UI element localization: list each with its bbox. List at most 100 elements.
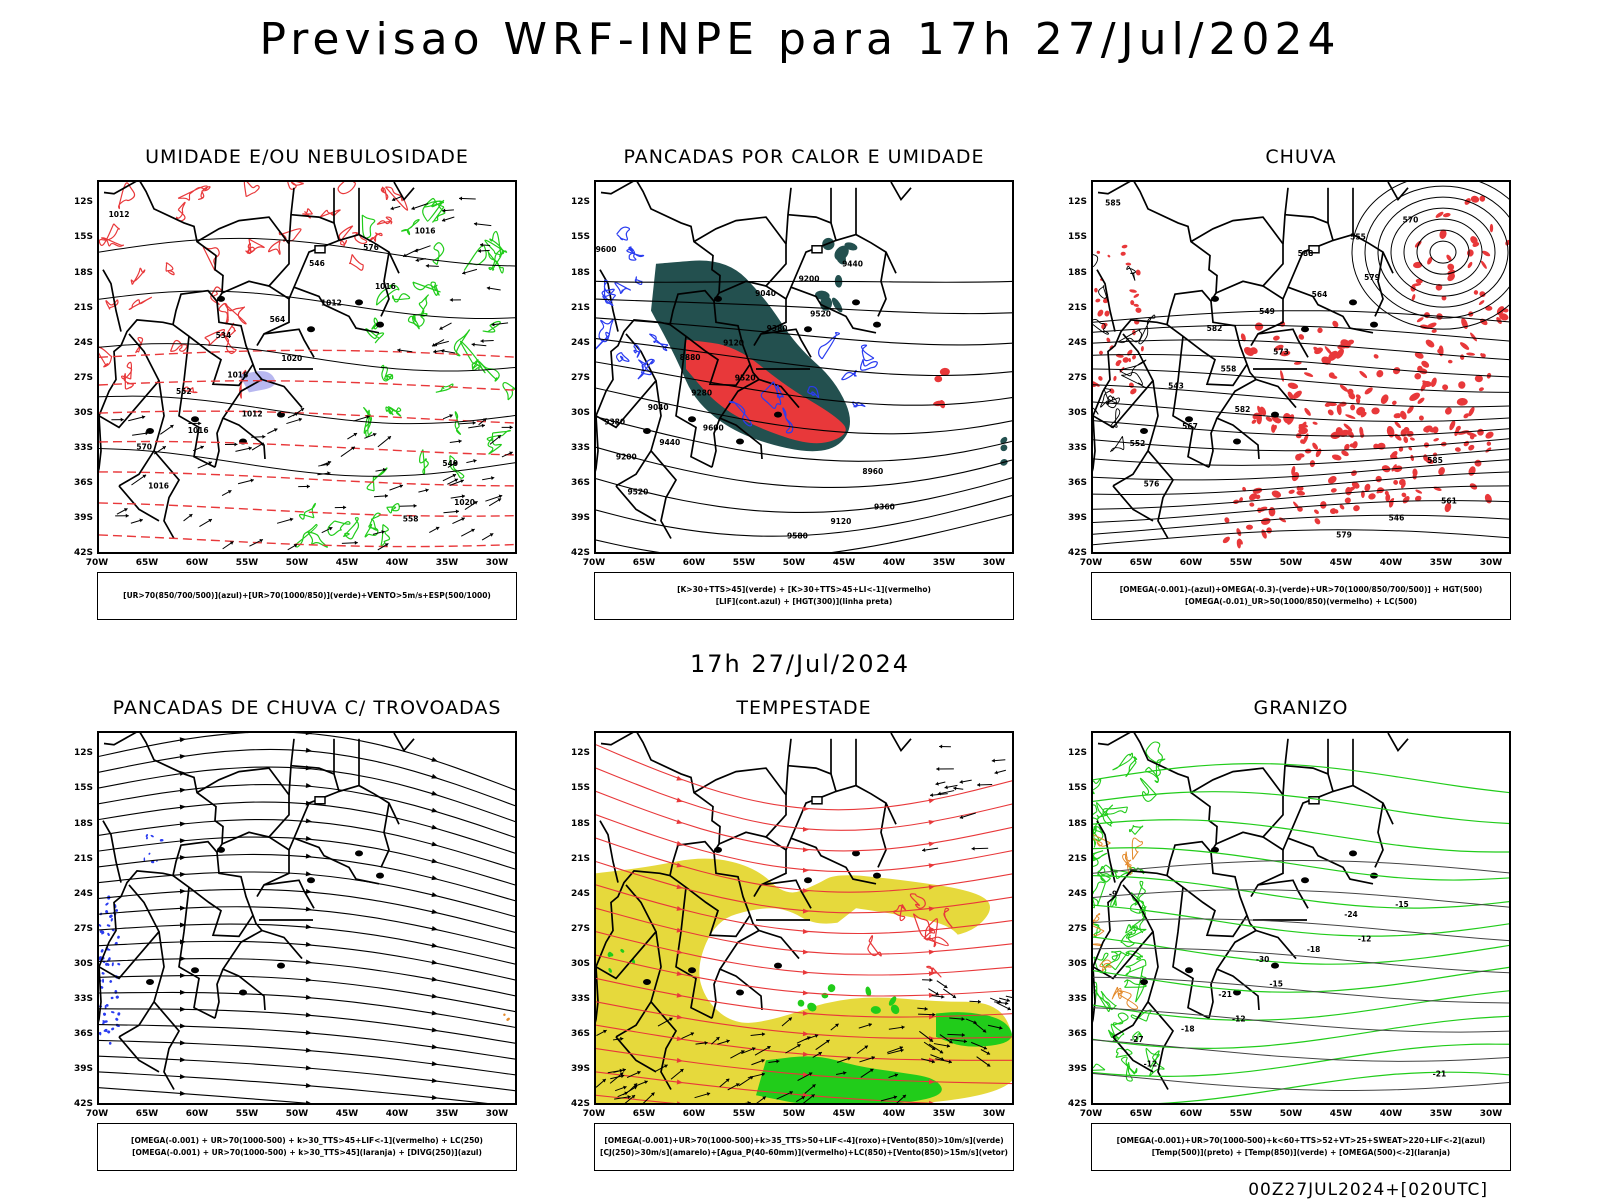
divergence-marker: [111, 962, 114, 967]
water-contour: [912, 913, 936, 938]
map-canvas: -9 -12 -12 -12 -15 -15 -18 -18 -21 -21 -24 -27 -30: [1093, 733, 1509, 1103]
border-line: [172, 323, 254, 387]
border-line: [596, 884, 658, 980]
lon-tick-label: 45W: [1329, 558, 1353, 568]
border-line: [338, 233, 400, 274]
wind-vector: [468, 423, 486, 429]
lat-tick-label: 12S: [73, 748, 93, 759]
rain-area: [1238, 538, 1243, 545]
humidity-green-contour: [422, 197, 445, 222]
lon-tick-label: 50W: [782, 1109, 806, 1119]
lake-marker: [852, 299, 860, 306]
wind-vector: [471, 342, 487, 347]
border-line: [1332, 233, 1394, 274]
pressure-contour: [99, 343, 515, 372]
rain-area: [1442, 384, 1449, 391]
rain-area: [1104, 310, 1110, 317]
hgt500-contour: [1110, 408, 1121, 429]
temp850-contour: [1093, 936, 1509, 965]
thickness-contour: [99, 379, 515, 391]
border-line: [1255, 378, 1297, 409]
hgt500-contour: [1098, 285, 1109, 302]
lon-tick-label: 35W: [435, 1109, 459, 1119]
stream-arrow: [179, 1057, 186, 1063]
wind-vector: [128, 415, 146, 422]
wind-vector: [681, 1032, 695, 1040]
lon-tick-label: 55W: [235, 1109, 259, 1119]
panel-title: PANCADAS POR CALOR E UMIDADE: [623, 146, 985, 168]
border-line: [1112, 380, 1159, 487]
hgt500-contour: [1093, 310, 1509, 323]
contour-label: 9360: [874, 502, 895, 511]
rain-area: [1129, 289, 1137, 293]
lat-tick-label: 36S: [73, 477, 93, 488]
stream-arrow: [676, 840, 683, 846]
stream-arrow: [928, 928, 935, 933]
humidity-red-contour: [243, 182, 260, 198]
rain-area: [1330, 488, 1337, 493]
wind-vector: [458, 420, 476, 425]
streamline-850: [596, 1001, 1012, 1039]
stream-arrow: [431, 1010, 438, 1016]
wind-vector: [440, 349, 456, 354]
stream-arrow: [305, 977, 312, 983]
rain-area: [1312, 421, 1318, 425]
wind-vector: [860, 1068, 874, 1078]
cyclone-contour: [1429, 240, 1457, 264]
rain-area: [1466, 249, 1474, 257]
wind-vector: [183, 513, 193, 522]
lon-tick-label: 50W: [782, 558, 806, 568]
rain-area: [1287, 391, 1294, 400]
border-line: [1190, 767, 1284, 898]
border-line: [1172, 336, 1210, 468]
contour-label: 1016: [415, 226, 436, 235]
stream-arrow: [802, 1051, 809, 1057]
temp850-contour: [1148, 1050, 1165, 1077]
rain-area: [1459, 342, 1470, 350]
rain-area: [1376, 370, 1384, 378]
panel-title: GRANIZO: [1253, 697, 1349, 719]
contour-label: 9520: [735, 374, 756, 383]
lat-tick-label: 33S: [570, 993, 590, 1004]
legend-line: [OMEGA(-0.001)-(azul)+OMEGA(-0.3)-(verde…: [1119, 585, 1483, 594]
border-line: [288, 213, 341, 300]
lif-contour: [614, 282, 631, 295]
border-line: [599, 269, 619, 332]
border-line: [711, 417, 721, 468]
temp500-contour: [1093, 1007, 1509, 1033]
lon-tick-label: 70W: [85, 1109, 109, 1119]
wind-vector: [768, 1059, 780, 1064]
rain-area: [1386, 425, 1395, 438]
wind-vector: [115, 513, 129, 518]
map-canvas: [99, 733, 515, 1103]
temp850-contour: [1096, 804, 1114, 821]
stream-arrow: [431, 1078, 438, 1084]
rain-area: [1245, 524, 1253, 530]
stream-arrow: [431, 858, 438, 864]
hgt500-contour: [1093, 529, 1509, 546]
contour-label: 579: [1336, 531, 1352, 540]
wind-vector: [936, 767, 954, 772]
contour-label: 543: [1168, 381, 1184, 390]
border-line: [172, 840, 218, 876]
lat-tick-label: 42S: [73, 1099, 93, 1109]
rain-area: [1408, 446, 1413, 451]
rain-area: [1297, 453, 1305, 458]
wind-vector: [411, 203, 429, 211]
wind-vector: [441, 216, 455, 222]
wind-vector: [132, 431, 149, 436]
stream-arrow: [676, 971, 683, 976]
wind-vector: [830, 1023, 839, 1031]
border-line: [196, 767, 290, 898]
map-frame: -9 -12 -12 -12 -15 -15 -18 -18 -21 -21 -24 -27 -30: [1091, 731, 1511, 1105]
lat-tick-label: 15S: [570, 783, 590, 794]
humidity-red-contour: [218, 302, 229, 325]
divergence-marker: [150, 834, 154, 838]
wind850-area: [807, 1002, 817, 1012]
rain-area: [1390, 450, 1398, 459]
contour-label: 9600: [703, 423, 724, 432]
lon-tick-label: 55W: [1229, 1109, 1253, 1119]
stream-arrow: [928, 884, 935, 890]
lat-tick-label: 39S: [570, 512, 590, 523]
omega-contour: [1125, 858, 1132, 868]
